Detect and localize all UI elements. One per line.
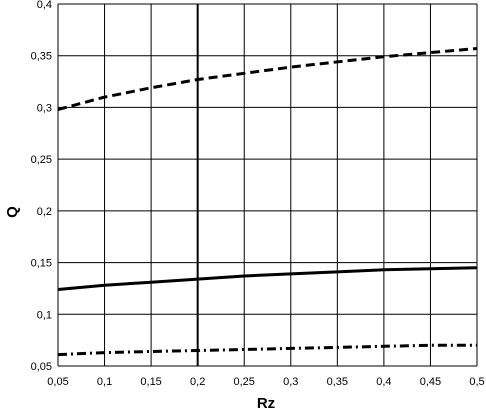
x-axis-title: Rz <box>257 395 275 412</box>
y-tick-label: 0,4 <box>37 0 52 11</box>
x-tick-label: 0,4 <box>376 376 391 388</box>
x-tick-label: 0,45 <box>420 376 441 388</box>
y-axis-title: Q <box>4 206 21 218</box>
series-line-solid <box>57 266 478 291</box>
x-tick-label: 0,1 <box>97 376 112 388</box>
y-tick-labels: 0,05 0,1 0,15 0,2 0,25 0,3 0,35 0,4 <box>31 0 52 373</box>
x-tick-label: 0,3 <box>283 376 298 388</box>
x-tick-label: 0,25 <box>234 376 255 388</box>
x-tick-label: 0,5 <box>469 376 484 388</box>
y-tick-label: 0,15 <box>31 258 52 270</box>
series-line-dash-dot <box>57 343 477 357</box>
y-tick-label: 0,05 <box>31 361 52 373</box>
grid <box>57 3 478 367</box>
y-tick-label: 0,35 <box>31 51 52 63</box>
y-tick-label: 0,25 <box>31 154 52 166</box>
x-tick-label: 0,05 <box>47 376 68 388</box>
x-tick-label: 0,35 <box>327 376 348 388</box>
series-group <box>57 47 478 357</box>
x-tick-label: 0,15 <box>140 376 161 388</box>
y-tick-label: 0,2 <box>37 206 52 218</box>
y-tick-label: 0,1 <box>37 309 52 321</box>
series-line-dashed <box>57 47 478 111</box>
x-tick-labels: 0,05 0,1 0,15 0,2 0,25 0,3 0,35 0,4 0,45 0,5 <box>47 376 484 388</box>
x-tick-label: 0,2 <box>190 376 205 388</box>
y-tick-label: 0,3 <box>37 102 52 114</box>
